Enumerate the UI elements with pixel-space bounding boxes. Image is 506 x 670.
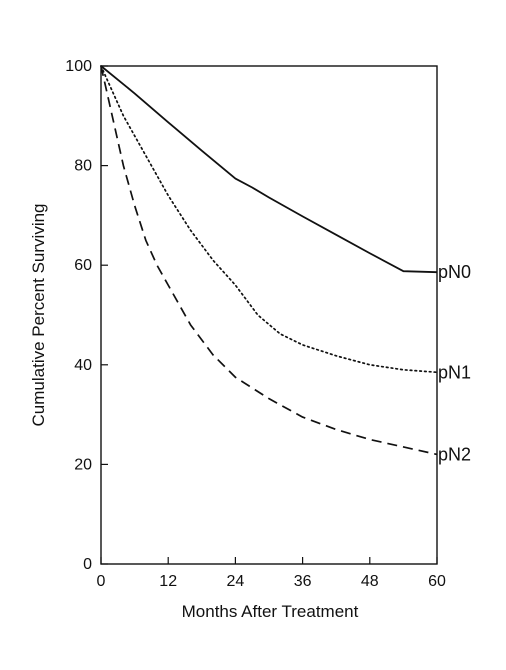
y-tick-label: 40 bbox=[74, 357, 92, 374]
x-axis-label: Months After Treatment bbox=[182, 602, 359, 621]
x-tick-label: 0 bbox=[97, 573, 106, 590]
plot-frame bbox=[100, 65, 438, 565]
y-axis-label: Cumulative Percent Surviving bbox=[29, 204, 48, 427]
y-tick-label: 0 bbox=[83, 556, 92, 573]
x-tick-label: 12 bbox=[159, 573, 177, 590]
x-tick-label: 36 bbox=[294, 573, 312, 590]
x-tick-label: 48 bbox=[361, 573, 379, 590]
y-tick-label: 20 bbox=[74, 456, 92, 473]
series-line-pn1 bbox=[100, 65, 438, 374]
series-label-pn0: pN0 bbox=[438, 262, 471, 282]
series-layer bbox=[100, 65, 438, 456]
y-tick-label: 80 bbox=[74, 158, 92, 175]
label-layer: pN0 pN1 pN2 bbox=[438, 262, 471, 464]
series-line-pn0 bbox=[100, 65, 438, 274]
y-tick-label: 100 bbox=[65, 58, 92, 75]
x-tick-label: 60 bbox=[428, 573, 446, 590]
axis-layer: 0 12 24 36 48 60 0 20 40 60 80 100 bbox=[65, 58, 446, 590]
series-line-pn2 bbox=[100, 65, 438, 456]
y-tick-label: 60 bbox=[74, 257, 92, 274]
series-label-pn1: pN1 bbox=[438, 362, 471, 382]
x-tick-label: 24 bbox=[227, 573, 245, 590]
series-label-pn2: pN2 bbox=[438, 444, 471, 464]
